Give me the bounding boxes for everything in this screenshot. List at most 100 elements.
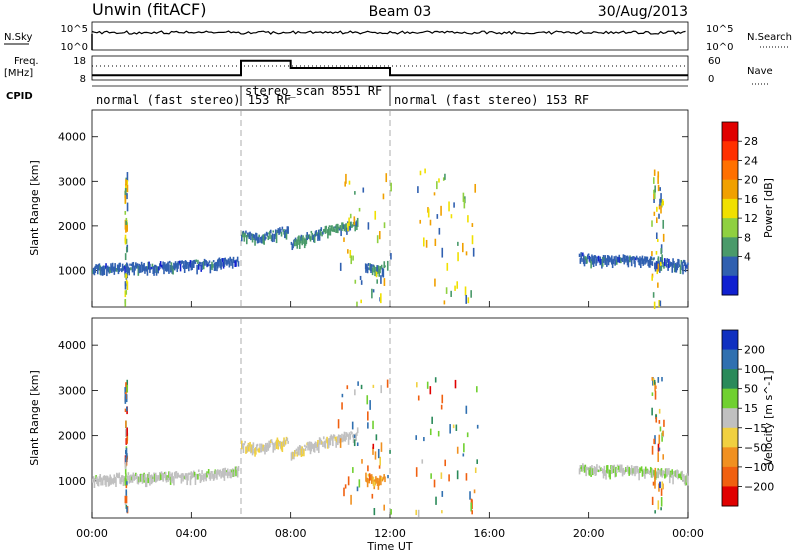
- echo-cell: [375, 478, 378, 483]
- echo-cell: [625, 258, 627, 263]
- echo-cell: [231, 468, 234, 478]
- title-left: Unwin (fitACF): [92, 0, 206, 19]
- echo-cell: [390, 182, 392, 192]
- echo-cell: [352, 255, 354, 261]
- nsky-tick-top: 10^5: [61, 24, 88, 35]
- echo-cell: [168, 471, 170, 478]
- echo-cell: [444, 459, 447, 467]
- echo-cell: [234, 261, 236, 267]
- echo-cell: [209, 264, 212, 274]
- echo-cell: [605, 257, 607, 261]
- echo-cell: [132, 261, 135, 268]
- echo-cell: [258, 234, 260, 238]
- echo-cell: [336, 436, 338, 443]
- echo-cell: [356, 432, 358, 436]
- echo-cell: [649, 466, 652, 473]
- echo-cell: [610, 257, 612, 263]
- echo-cell: [456, 446, 459, 454]
- echo-cell: [126, 263, 129, 273]
- echo-cell: [666, 258, 669, 263]
- echo-cell: [656, 261, 659, 272]
- echo-cell: [329, 436, 332, 446]
- echo-cell: [188, 472, 191, 475]
- echo-cell: [345, 432, 347, 440]
- echo-cell: [136, 476, 139, 484]
- echo-cell: [657, 377, 660, 383]
- echo-cell: [657, 256, 660, 262]
- echo-cell: [141, 264, 144, 273]
- echo-cell: [659, 257, 662, 263]
- echo-cell: [253, 448, 256, 454]
- nsky-trace: [91, 30, 686, 35]
- echo-cell: [344, 181, 346, 187]
- echo-cell: [415, 467, 418, 477]
- echo-cell: [473, 489, 476, 494]
- echo-cell: [140, 261, 143, 266]
- echo-cell: [657, 171, 660, 178]
- echo-cell: [583, 466, 586, 473]
- echo-cell: [345, 173, 347, 184]
- echo-cell: [125, 473, 127, 478]
- echo-cell: [300, 234, 303, 241]
- echo-cell: [661, 432, 663, 442]
- echo-cell: [435, 496, 437, 505]
- echo-cell: [164, 471, 166, 474]
- echo-cell: [156, 266, 159, 273]
- echo-cell: [149, 475, 152, 479]
- echo-cell: [201, 470, 203, 475]
- echo-cell: [367, 422, 369, 429]
- echo-cell: [354, 279, 357, 284]
- echo-cell: [416, 382, 418, 388]
- echo-cell: [340, 228, 342, 237]
- echo-cell: [338, 228, 341, 231]
- echo-cell: [204, 472, 207, 480]
- echo-cell: [651, 469, 654, 478]
- echo-cell: [126, 269, 129, 279]
- echo-cell: [183, 261, 185, 270]
- echo-cell: [125, 222, 127, 233]
- echo-cell: [687, 262, 689, 265]
- echo-cell: [676, 469, 679, 473]
- echo-cell: [464, 286, 467, 296]
- echo-cell: [96, 264, 99, 275]
- echo-cell: [296, 239, 299, 249]
- echo-cell: [658, 408, 661, 414]
- echo-cell: [111, 262, 114, 271]
- echo-cell: [265, 231, 268, 236]
- colorbar-segment: [722, 466, 738, 487]
- echo-cell: [455, 424, 458, 431]
- echo-cell: [122, 478, 125, 487]
- echo-cell: [351, 431, 353, 435]
- echo-cell: [674, 262, 677, 273]
- colorbar-tick-label: 16: [744, 193, 758, 206]
- echo-cell: [266, 232, 269, 237]
- echo-cell: [201, 262, 203, 270]
- echo-cell: [349, 433, 352, 440]
- echo-cell: [454, 379, 457, 389]
- echo-cell: [633, 466, 635, 474]
- echo-cell: [165, 264, 168, 272]
- echo-cell: [126, 202, 129, 212]
- echo-cell: [670, 472, 673, 478]
- echo-cell: [319, 228, 322, 236]
- echo-cell: [591, 256, 594, 265]
- echo-cell: [296, 451, 299, 457]
- echo-cell: [623, 254, 626, 265]
- echo-cell: [356, 486, 359, 492]
- power-cbar-label: Power [dB]: [762, 178, 775, 238]
- echo-cell: [197, 259, 199, 265]
- echo-cell: [274, 441, 277, 446]
- x-tick-label: 00:00: [76, 527, 108, 540]
- nsky-panel: [91, 21, 689, 51]
- echo-cell: [470, 502, 472, 512]
- colorbar-segment: [722, 237, 738, 258]
- echo-cell: [378, 268, 381, 277]
- echo-cell: [596, 464, 598, 472]
- echo-cell: [352, 467, 354, 473]
- echo-cell: [235, 259, 237, 267]
- echo-cell: [194, 260, 197, 264]
- nsky-label: N.Sky: [4, 32, 32, 43]
- echo-cell: [162, 472, 164, 482]
- echo-cell: [337, 436, 339, 446]
- echo-cell: [620, 468, 622, 473]
